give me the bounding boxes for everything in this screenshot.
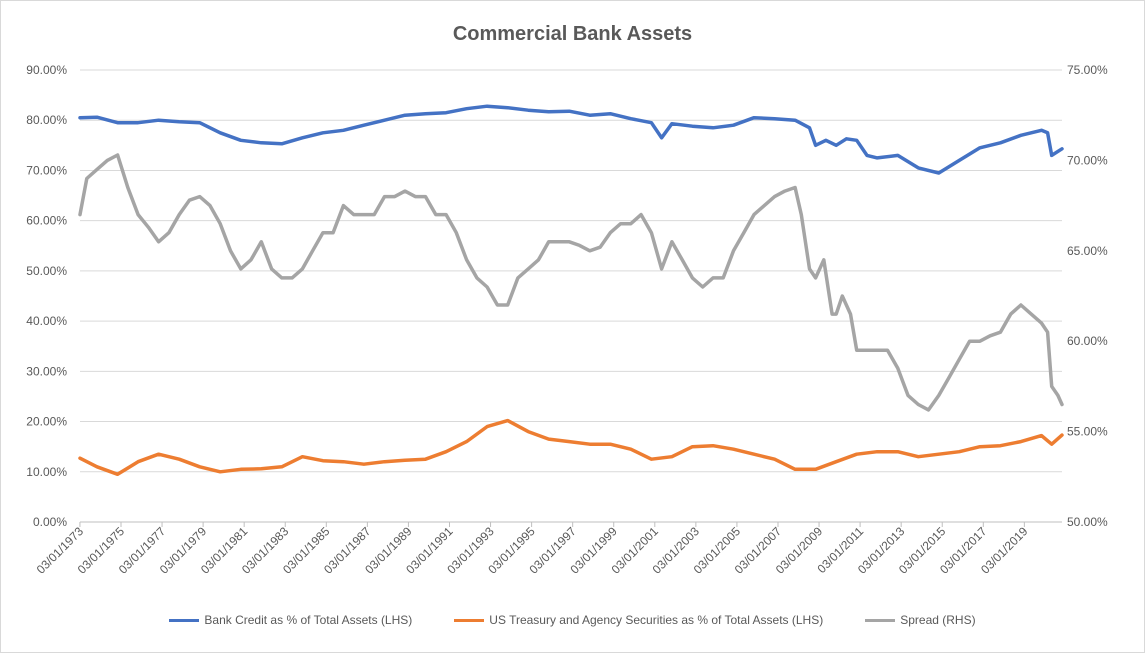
y-left-tick-label: 90.00%	[26, 63, 67, 77]
y-left-tick-label: 80.00%	[26, 113, 67, 127]
y-left-tick-label: 50.00%	[26, 264, 67, 278]
legend-label: Spread (RHS)	[900, 613, 976, 627]
y-right-tick-label: 75.00%	[1067, 63, 1108, 77]
legend-label: US Treasury and Agency Securities as % o…	[489, 613, 824, 627]
legend-item: Bank Credit as % of Total Assets (LHS)	[169, 613, 412, 627]
y-left-tick-label: 10.00%	[26, 465, 67, 479]
legend-swatch	[169, 618, 200, 622]
chart-legend: Bank Credit as % of Total Assets (LHS) US…	[1, 613, 1144, 627]
y-right-tick-label: 65.00%	[1067, 244, 1108, 258]
y-right-tick-label: 70.00%	[1067, 153, 1108, 167]
y-right-tick-label: 50.00%	[1067, 515, 1108, 529]
chart-title: Commercial Bank Assets	[452, 23, 693, 45]
series-line-0	[78, 104, 1064, 175]
legend-swatch	[454, 618, 485, 622]
y-left-tick-label: 30.00%	[26, 364, 67, 378]
legend-item: Spread (RHS)	[865, 613, 976, 627]
legend-label: Bank Credit as % of Total Assets (LHS)	[204, 613, 413, 627]
y-left-tick-label: 40.00%	[26, 314, 67, 328]
y-left-tick-label: 20.00%	[26, 415, 67, 429]
y-left-tick-label: 60.00%	[26, 214, 67, 228]
series-line-2	[78, 153, 1064, 412]
y-left-tick-label: 0.00%	[33, 515, 67, 529]
series-line-1	[78, 418, 1064, 477]
y-right-tick-label: 60.00%	[1067, 334, 1108, 348]
legend-item: US Treasury and Agency Securities as % o…	[454, 613, 823, 627]
y-right-tick-label: 55.00%	[1067, 425, 1108, 439]
legend-swatch	[865, 618, 896, 622]
y-left-tick-label: 70.00%	[26, 163, 67, 177]
